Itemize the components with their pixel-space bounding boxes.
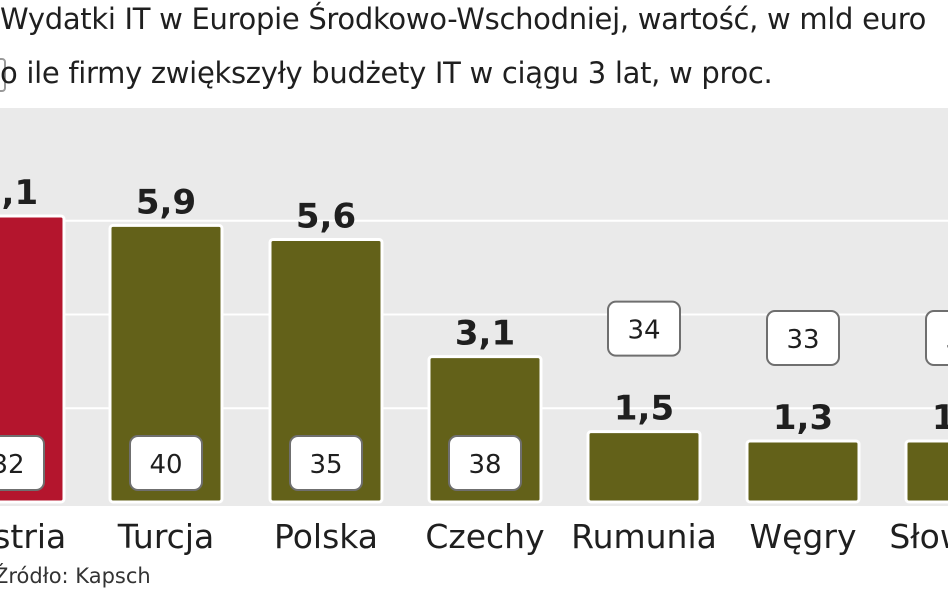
category-label: Słowacja bbox=[889, 517, 948, 556]
secondary-label-box bbox=[925, 310, 948, 367]
category-label: Turcja bbox=[117, 517, 214, 556]
secondary-label: 34 bbox=[627, 316, 660, 346]
value-label: 6,1 bbox=[0, 173, 38, 213]
category-label: Rumunia bbox=[571, 517, 717, 556]
secondary-label: 33 bbox=[786, 325, 819, 355]
value-label: 1,5 bbox=[614, 389, 674, 429]
secondary-label-box bbox=[129, 435, 203, 491]
category-label: Węgry bbox=[750, 517, 857, 556]
secondary-label-box bbox=[289, 435, 363, 491]
value-labels: 6,1 5,9 5,6 3,1 1,5 1,3 1,3 bbox=[0, 173, 948, 438]
value-label: 1,3 bbox=[932, 398, 948, 438]
bar-turcja bbox=[108, 223, 224, 504]
secondary-label-box bbox=[448, 435, 522, 491]
secondary-label-box bbox=[0, 435, 45, 491]
bar-słowacja bbox=[904, 439, 948, 504]
bar-rumunia bbox=[586, 430, 702, 504]
legend-label: o ile firmy zwiększyły budżety IT w ciąg… bbox=[0, 56, 773, 90]
secondary-label-box bbox=[766, 310, 840, 367]
source-note: Źródło: Kapsch bbox=[0, 564, 151, 588]
value-label: 1,3 bbox=[773, 398, 833, 438]
category-label: Czechy bbox=[425, 517, 544, 556]
value-label: 3,1 bbox=[455, 314, 515, 354]
category-labels: Austria Turcja Polska Czechy Rumunia Węgry Sło… bbox=[0, 517, 948, 556]
bar-chart: 6,1 5,9 5,6 3,1 1,5 1,3 1,3 32 40 35 38 34 33 33 Aus… bbox=[0, 108, 948, 556]
value-label: 5,6 bbox=[296, 196, 356, 236]
chart-title: Wydatki IT w Europie Środkowo-Wschodniej… bbox=[0, 2, 927, 36]
bar-węgry bbox=[745, 439, 861, 504]
bar-austria bbox=[0, 214, 66, 504]
category-label: Polska bbox=[274, 517, 378, 556]
secondary-label: 40 bbox=[149, 450, 182, 480]
value-label: 5,9 bbox=[136, 182, 196, 222]
secondary-labels: 32 40 35 38 34 33 33 bbox=[0, 300, 948, 491]
legend-box-swatch bbox=[0, 58, 6, 92]
secondary-label: 38 bbox=[468, 450, 501, 480]
secondary-label-box bbox=[607, 300, 681, 357]
secondary-label: 35 bbox=[309, 450, 342, 480]
category-label: Austria bbox=[0, 517, 66, 556]
secondary-label: 32 bbox=[0, 450, 25, 480]
secondary-label: 33 bbox=[945, 325, 948, 355]
